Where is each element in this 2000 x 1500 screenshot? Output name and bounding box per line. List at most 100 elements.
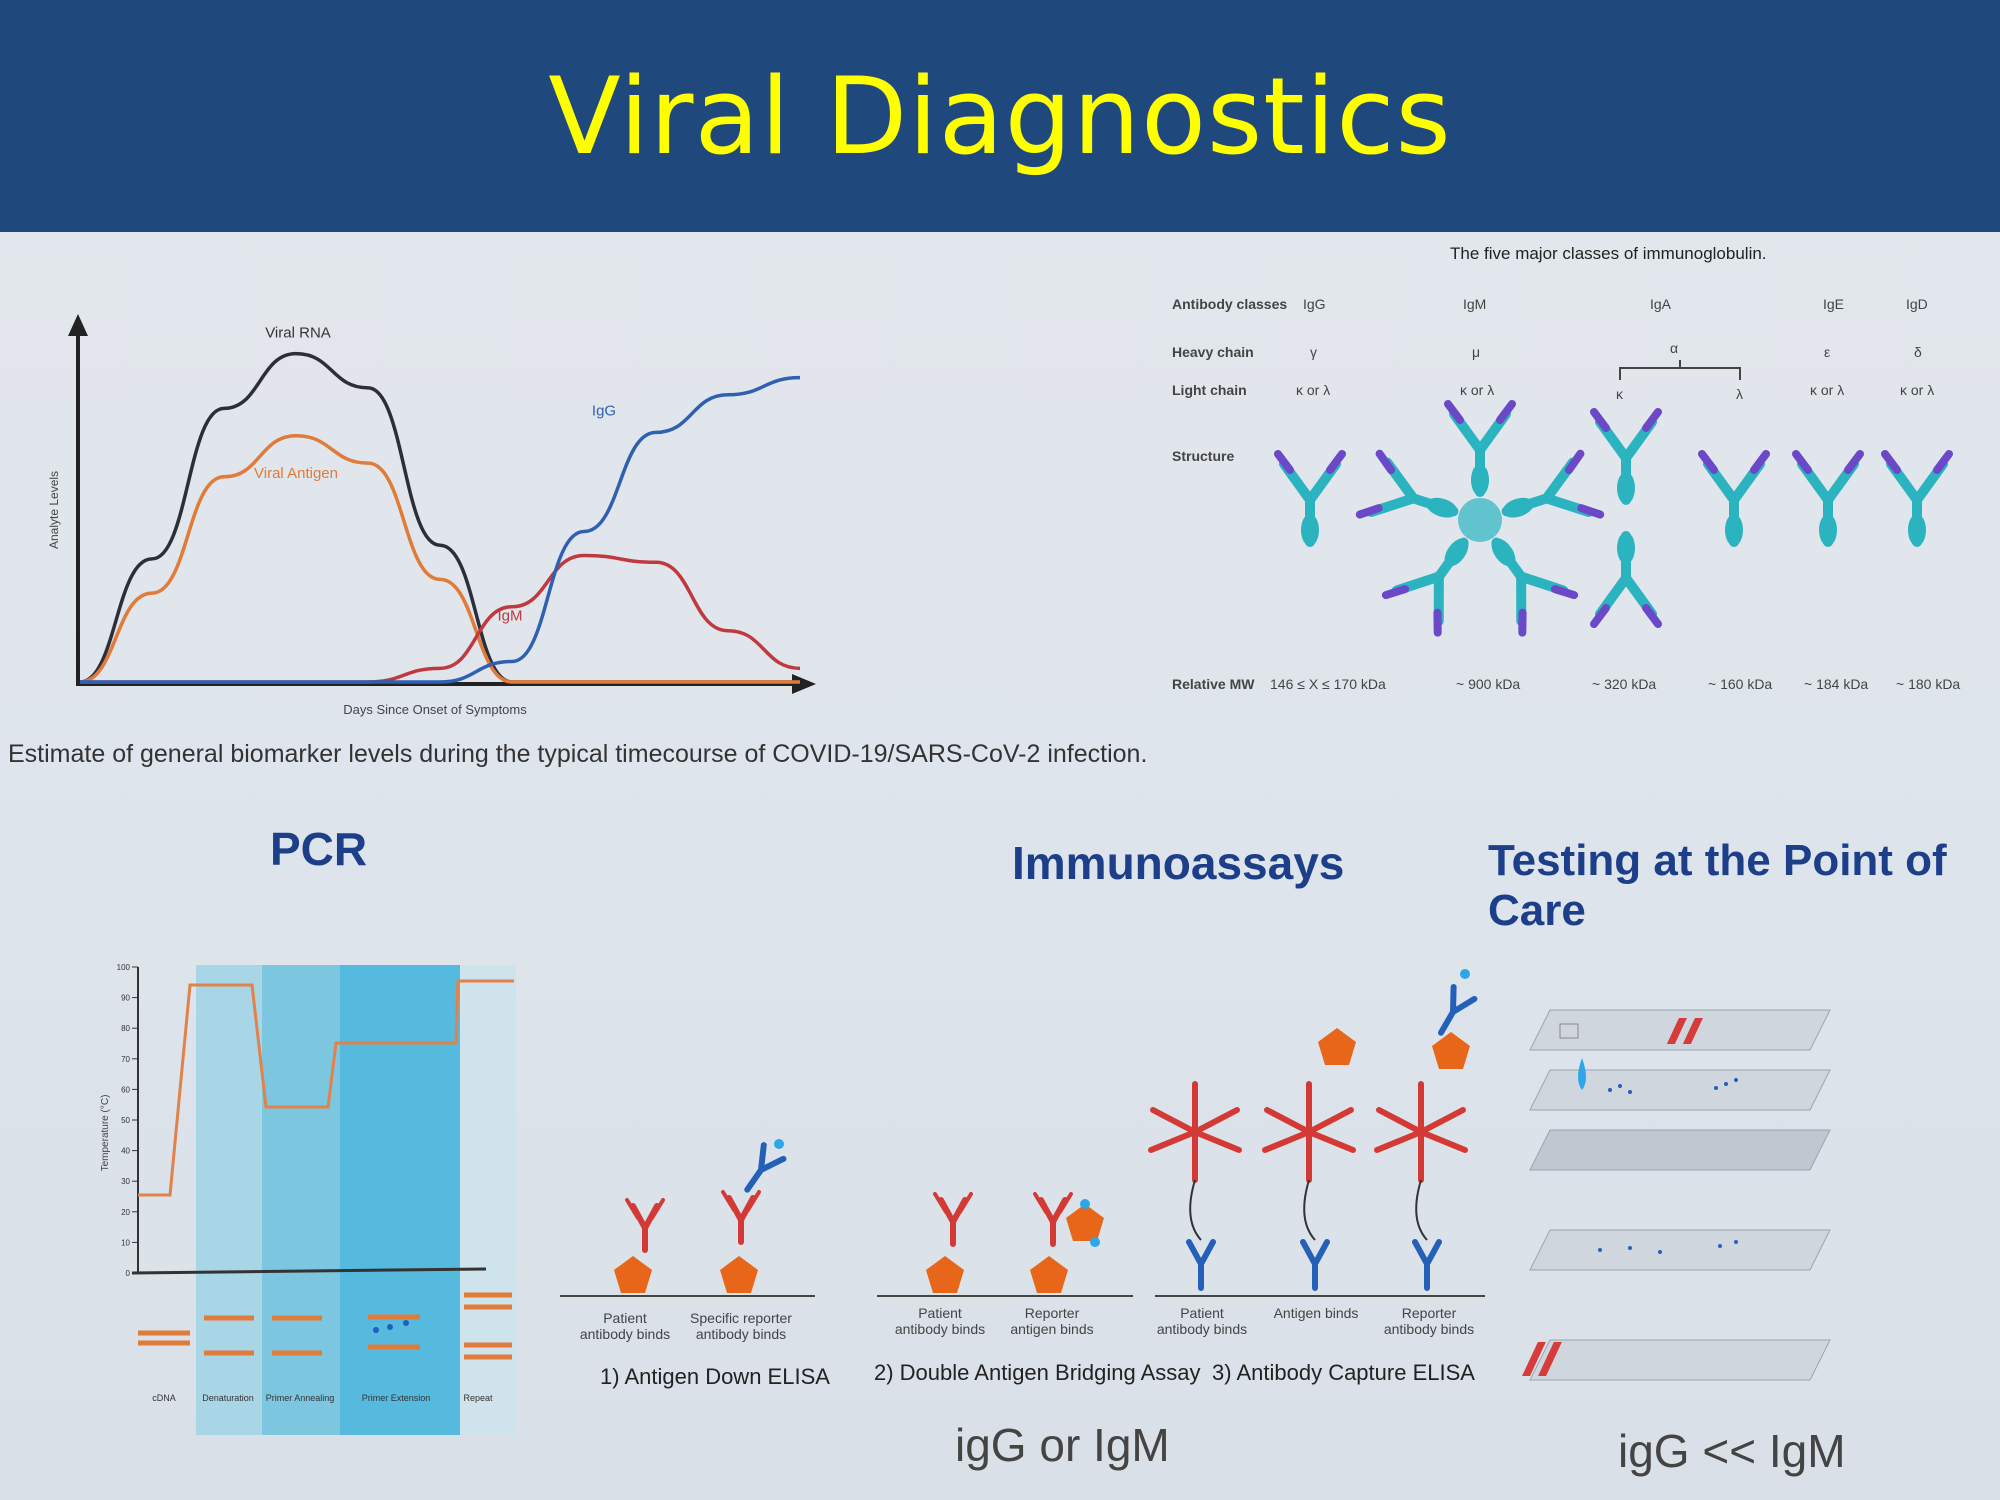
poc-strip-3 xyxy=(1529,1129,1831,1171)
mw-iga: ~ 320 kDa xyxy=(1592,676,1657,692)
light-igd: κ or λ xyxy=(1900,382,1935,398)
assay1-patient-antibody-1 xyxy=(627,1200,663,1250)
series-line-viral-antigen xyxy=(79,434,800,684)
row-label-structure: Structure xyxy=(1172,448,1235,464)
assay1-antigen-2 xyxy=(720,1256,758,1293)
series-layer xyxy=(79,351,801,684)
pcr-heading: PCR xyxy=(270,823,368,875)
pcr-tick-label: 20 xyxy=(121,1208,130,1217)
heavy-igg: γ xyxy=(1310,344,1317,360)
class-name-iga: IgA xyxy=(1650,296,1672,312)
poc-strip-4 xyxy=(1529,1229,1831,1271)
assay2-patient-antibody-2 xyxy=(1035,1194,1071,1244)
assay3-step3-label: Reporter antibody binds xyxy=(1383,1305,1475,1337)
igd-structure-icon xyxy=(1885,454,1949,546)
iga-dimer-structure-icon xyxy=(1594,412,1658,624)
pcr-step-extension: Primer Extension xyxy=(362,1393,431,1403)
ige-structure-icon xyxy=(1796,454,1860,546)
pcr-x-axis xyxy=(131,1267,487,1275)
series-label-igm: IgM xyxy=(497,607,522,624)
assay2-step1-label: Patient antibody binds xyxy=(894,1305,986,1337)
series-labels: Viral RNA Viral Antigen IgM IgG xyxy=(254,325,616,625)
pcr-primers xyxy=(373,1320,409,1333)
light-ige: κ or λ xyxy=(1810,382,1845,398)
assay3-stage-3 xyxy=(1374,969,1474,1288)
ig-table-title: The five major classes of immunoglobulin… xyxy=(1450,244,1767,263)
pcr-dna-strands xyxy=(138,1292,512,1360)
pcr-band-extension xyxy=(340,965,460,1435)
pcr-ylabel: Temperature (°C) xyxy=(100,1095,111,1172)
assay2-antigen-1 xyxy=(926,1256,964,1293)
assay1-reporter-antibody xyxy=(737,1145,783,1196)
pcr-tick-label: 40 xyxy=(121,1147,130,1156)
pcr-tick-label: 70 xyxy=(121,1055,130,1064)
series-line-igg xyxy=(80,375,801,684)
mw-igg: 146 ≤ X ≤ 170 kDa xyxy=(1270,676,1386,692)
slide-title: Viral Diagnostics xyxy=(548,54,1452,178)
assay2-antigen-2 xyxy=(1030,1256,1068,1293)
pcr-tick-label: 50 xyxy=(121,1116,130,1125)
heavy-ige: ε xyxy=(1824,344,1831,360)
iga-monomer-structure-icon xyxy=(1702,454,1766,546)
immunoassay-note: igG or IgM xyxy=(955,1419,1170,1471)
antibody-structures xyxy=(1160,390,2000,670)
pcr-temperature-line xyxy=(138,979,514,1197)
heavy-iga: α xyxy=(1670,340,1679,356)
igm-structure-icon xyxy=(1360,404,1600,633)
light-igm: κ or λ xyxy=(1460,382,1495,398)
pcr-band-annealing xyxy=(262,965,340,1435)
pcr-step-repeat: Repeat xyxy=(463,1393,493,1403)
assay3-stage-1 xyxy=(1148,1081,1242,1288)
pcr-tick-label: 30 xyxy=(121,1177,130,1186)
poc-strip-5 xyxy=(1522,1339,1831,1381)
class-name-ige: IgE xyxy=(1823,296,1845,312)
light-igg: κ or λ xyxy=(1296,382,1331,398)
pcr-band-repeat xyxy=(460,965,516,1435)
pcr-tick-label: 100 xyxy=(117,963,131,972)
y-axis-arrow xyxy=(68,314,88,336)
row-label-light: Light chain xyxy=(1172,382,1247,398)
pcr-tick-label: 80 xyxy=(121,1024,130,1033)
pcr-tick-label: 60 xyxy=(121,1085,130,1094)
immunoassays-heading: Immunoassays xyxy=(1012,837,1345,889)
assay2-patient-antibody-1 xyxy=(935,1194,971,1244)
assay3-stage-2 xyxy=(1262,1028,1356,1288)
series-line-viral-rna xyxy=(79,351,800,684)
assay1-reporter-label xyxy=(774,1139,784,1149)
poc-note: igG << IgM xyxy=(1618,1425,1846,1477)
light-iga-kappa: κ xyxy=(1616,386,1623,402)
chart-xlabel: Days Since Onset of Symptoms xyxy=(343,702,527,717)
assay3-step1-label: Patient antibody binds xyxy=(1156,1305,1248,1337)
pcr-step-denaturation: Denaturation xyxy=(202,1393,254,1403)
row-label-classes: Antibody classes xyxy=(1172,296,1288,312)
x-axis-arrow xyxy=(792,674,816,694)
chart-ylabel: Analyte Levels xyxy=(47,471,61,549)
assay1-antigen-1 xyxy=(614,1256,652,1293)
series-label-viral-antigen: Viral Antigen xyxy=(254,465,338,482)
iga-bracket xyxy=(1619,360,1741,380)
series-label-viral-rna: Viral RNA xyxy=(265,325,331,342)
assay3-name: 3) Antibody Capture ELISA xyxy=(1212,1360,1475,1385)
series-line-igm xyxy=(80,553,801,684)
pcr-band-denaturation xyxy=(196,965,262,1435)
assay1-step1-label: Patient antibody binds xyxy=(579,1310,671,1342)
mw-iga-monomer: ~ 160 kDa xyxy=(1708,676,1773,692)
title-bar: Viral Diagnostics xyxy=(0,0,2000,232)
pcr-step-cdna: cDNA xyxy=(152,1393,176,1403)
row-label-heavy: Heavy chain xyxy=(1172,344,1254,360)
class-name-igm: IgM xyxy=(1463,296,1487,312)
poc-strip-1 xyxy=(1529,1009,1831,1051)
heavy-igd: δ xyxy=(1914,344,1922,360)
row-label-mw: Relative MW xyxy=(1172,676,1255,692)
chart-caption: Estimate of general biomarker levels dur… xyxy=(8,740,1148,768)
assay1-step2-label: Specific reporter antibody binds xyxy=(690,1310,792,1342)
assay2-reporter-antigen xyxy=(1066,1204,1104,1241)
poc-heading: Testing at the Point of Care xyxy=(1488,836,1947,935)
mw-igm: ~ 900 kDa xyxy=(1456,676,1521,692)
class-name-igg: IgG xyxy=(1303,296,1326,312)
pcr-tick-label: 0 xyxy=(126,1269,131,1278)
assay2-name: 2) Double Antigen Bridging Assay xyxy=(874,1360,1201,1385)
assay1-name: 1) Antigen Down ELISA xyxy=(600,1364,830,1389)
